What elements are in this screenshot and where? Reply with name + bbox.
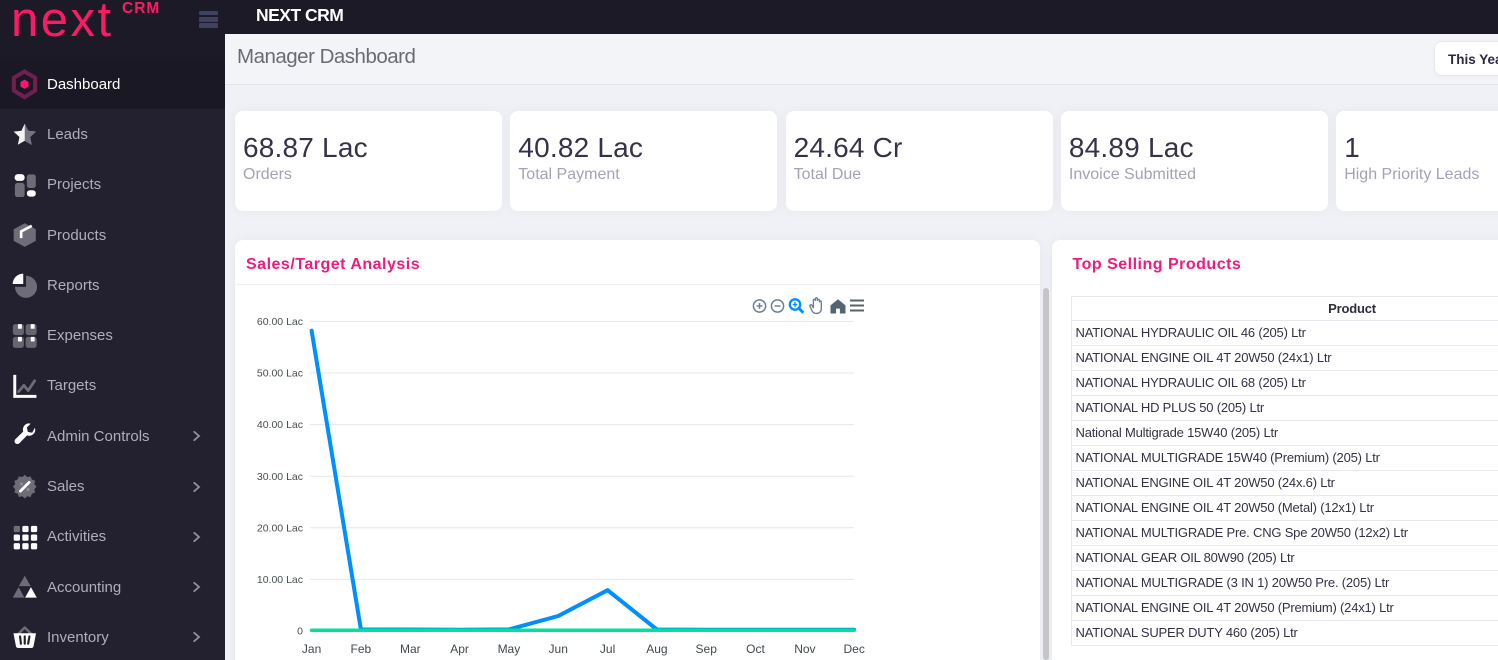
- svg-text:May: May: [498, 642, 521, 656]
- svg-text:30.00 Lac: 30.00 Lac: [257, 471, 303, 483]
- svg-text:0: 0: [297, 626, 303, 638]
- svg-text:Oct: Oct: [746, 642, 765, 656]
- svg-text:10.00 Lac: 10.00 Lac: [257, 574, 303, 586]
- svg-text:Nov: Nov: [794, 642, 815, 656]
- svg-text:Feb: Feb: [351, 642, 372, 656]
- svg-text:Sep: Sep: [696, 642, 718, 656]
- svg-text:Dec: Dec: [844, 642, 865, 656]
- svg-text:60.00 Lac: 60.00 Lac: [257, 316, 303, 328]
- svg-text:Aug: Aug: [646, 642, 667, 656]
- svg-text:20.00 Lac: 20.00 Lac: [257, 522, 303, 534]
- svg-text:Apr: Apr: [450, 642, 469, 656]
- svg-text:Jul: Jul: [600, 642, 615, 656]
- svg-text:Jan: Jan: [302, 642, 321, 656]
- svg-text:Jun: Jun: [549, 642, 568, 656]
- svg-text:40.00 Lac: 40.00 Lac: [257, 419, 303, 431]
- svg-text:50.00 Lac: 50.00 Lac: [257, 368, 303, 380]
- svg-text:Mar: Mar: [400, 642, 421, 656]
